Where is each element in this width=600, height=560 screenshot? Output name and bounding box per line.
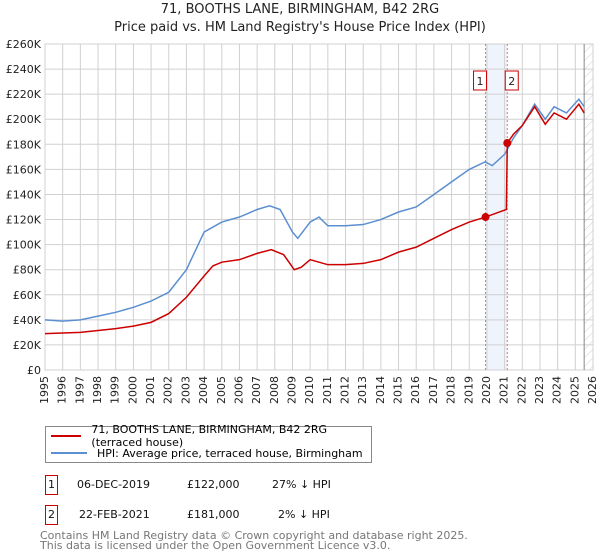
footer-line: This data is licensed under the Open Gov… [40, 539, 391, 552]
y-tick-label: £0 [27, 364, 41, 377]
y-tick-label: £220K [6, 88, 42, 101]
y-tick-label: £160K [6, 163, 42, 176]
sale-date: 22-FEB-2021 [79, 508, 150, 521]
x-tick-label: 2012 [339, 376, 352, 404]
x-tick-label: 2020 [480, 376, 493, 404]
sale-badge-box [504, 70, 519, 91]
x-tick-label: 2025 [568, 376, 581, 404]
sale-date: 06-DEC-2019 [77, 478, 151, 491]
hpi-line [44, 97, 585, 322]
x-tick-label: 2009 [285, 376, 298, 404]
sale-price: £181,000 [187, 508, 240, 521]
legend: 71, BOOTHS LANE, BIRMINGHAM, B42 2RG (te… [45, 423, 372, 463]
x-tick-label: 2000 [126, 376, 139, 404]
sale-hpi: 2% ↓ HPI [278, 508, 330, 521]
sale-price: £122,000 [187, 478, 240, 491]
y-tick-label: £60K [13, 289, 42, 302]
x-tick-label: 2008 [268, 376, 281, 404]
sale-hpi: 27% ↓ HPI [272, 478, 331, 491]
sale-badge: 2 [45, 505, 58, 525]
x-tick-label: 2006 [232, 376, 245, 404]
x-tick-label: 2004 [197, 376, 210, 404]
sale-badge-label: 2 [508, 75, 515, 88]
property-price-line [44, 102, 585, 335]
x-tick-label: 1997 [73, 376, 86, 404]
x-tick-label: 2023 [533, 376, 546, 404]
chart-subtitle: Price paid vs. HM Land Registry's House … [114, 20, 486, 35]
sale-badge: 1 [45, 475, 58, 495]
x-tick-label: 2014 [374, 376, 387, 404]
plot-area: 1995 1996 1997 1998 1999 2000 2001 2002 2003 2004… [6, 38, 599, 404]
y-tick-label: £100K [6, 239, 42, 252]
sale-period-band [485, 44, 508, 370]
y-tick-label: £260K [6, 38, 42, 51]
y-tick-label: £80K [13, 264, 42, 277]
x-tick-label: 2016 [409, 376, 422, 404]
y-tick-label: £40K [13, 314, 42, 327]
footer: Contains HM Land Registry data © Crown c… [40, 529, 468, 552]
sale-badge-box [473, 70, 488, 91]
legend-label: 71, BOOTHS LANE, BIRMINGHAM, B42 2RG (te… [91, 423, 328, 449]
x-tick-label: 2019 [462, 376, 475, 404]
x-tick-label: 1999 [109, 376, 122, 404]
footer-line: Contains HM Land Registry data © Crown c… [40, 529, 468, 542]
forecast-hatch [584, 44, 593, 370]
x-tick-label: 2026 [586, 376, 599, 404]
x-tick-label: 2024 [551, 376, 564, 404]
y-tick-label: £180K [6, 138, 42, 151]
x-tick-label: 2007 [250, 376, 263, 404]
sale-point [503, 139, 512, 148]
sale-point [481, 213, 490, 222]
x-tick-label: 2021 [498, 376, 511, 404]
legend-label: HPI: Average price, terraced house, Birm… [97, 446, 363, 460]
legend-item-hpi: HPI: Average price, terraced house, Birm… [51, 445, 363, 461]
x-tick-label: 2010 [303, 376, 316, 404]
y-tick-label: £120K [6, 214, 42, 227]
x-tick-label: 2002 [162, 376, 175, 404]
y-tick-label: £140K [6, 188, 42, 201]
x-tick-label: 2022 [515, 376, 528, 404]
x-tick-label: 1995 [38, 376, 51, 404]
x-tick-label: 2017 [427, 376, 440, 404]
x-tick-label: 2015 [392, 376, 405, 404]
x-tick-label: 1996 [56, 376, 69, 404]
x-tick-label: 2003 [179, 376, 192, 404]
x-tick-label: 2005 [215, 376, 228, 404]
x-tick-label: 2011 [321, 376, 334, 404]
x-tick-label: 2013 [356, 376, 369, 404]
sale-badge-label: 1 [477, 75, 484, 88]
legend-item-property: 71, BOOTHS LANE, BIRMINGHAM, B42 2RG (te… [51, 423, 371, 449]
plot-background [44, 43, 594, 371]
x-tick-label: 1998 [91, 376, 104, 404]
chart-title: 71, BOOTHS LANE, BIRMINGHAM, B42 2RG [160, 2, 440, 17]
y-tick-label: £200K [6, 113, 42, 126]
x-tick-label: 2001 [144, 376, 157, 404]
y-tick-label: £20K [13, 339, 42, 352]
x-tick-label: 2018 [445, 376, 458, 404]
y-tick-label: £240K [6, 63, 42, 76]
